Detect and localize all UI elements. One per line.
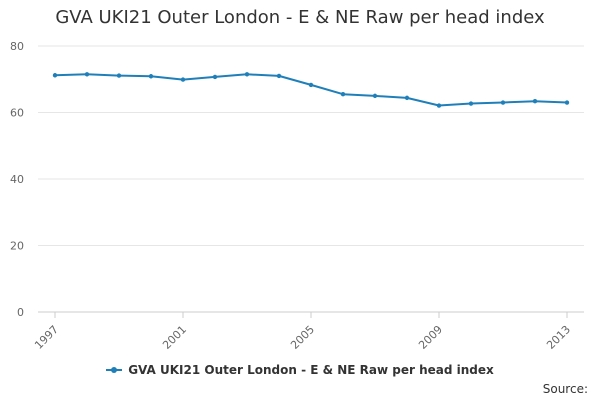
data-point-2007[interactable] [372, 93, 378, 99]
data-point-2008[interactable] [404, 95, 410, 101]
series-line-0 [54, 73, 568, 107]
chart-title: GVA UKI21 Outer London - E & NE Raw per … [55, 7, 545, 28]
data-point-1999[interactable] [116, 73, 122, 78]
data-point-2000[interactable] [148, 74, 154, 79]
y-tick-label-80: 80 [10, 40, 24, 53]
x-axis [38, 311, 584, 318]
data-point-2002[interactable] [212, 74, 218, 80]
data-point-2003[interactable] [244, 72, 250, 77]
legend-swatch [106, 366, 123, 373]
data-point-1997[interactable] [52, 73, 58, 78]
data-point-1998[interactable] [84, 72, 90, 77]
y-tick-label-60: 60 [10, 107, 24, 120]
data-point-2010[interactable] [468, 101, 474, 106]
legend[interactable]: GVA UKI21 Outer London - E & NE Raw per … [0, 363, 600, 377]
data-point-2006[interactable] [340, 92, 346, 97]
y-tick-label-0: 0 [17, 306, 24, 319]
x-tick-label-2013: 2013 [544, 323, 573, 352]
y-tick-label-20: 20 [10, 240, 24, 253]
data-point-2009[interactable] [436, 103, 442, 108]
x-tick-label-2005: 2005 [288, 323, 317, 352]
x-tick-label-1997: 1997 [32, 323, 61, 352]
x-axis-labels: 1997 2001 2005 2009 2013 [32, 323, 573, 352]
data-point-2012[interactable] [532, 98, 538, 104]
data-point-2005[interactable] [308, 82, 314, 88]
series-layer [52, 72, 570, 108]
y-axis-labels: 0 20 40 60 80 [10, 40, 24, 319]
source-label: Source: [542, 382, 588, 396]
legend-label: GVA UKI21 Outer London - E & NE Raw per … [128, 363, 494, 377]
data-point-2001[interactable] [180, 77, 186, 82]
data-point-2011[interactable] [500, 100, 506, 105]
data-point-2013[interactable] [564, 100, 570, 105]
data-point-2004[interactable] [276, 73, 282, 79]
x-tick-label-2001: 2001 [160, 323, 189, 352]
x-tick-label-2009: 2009 [416, 323, 445, 352]
y-tick-label-40: 40 [10, 173, 24, 186]
